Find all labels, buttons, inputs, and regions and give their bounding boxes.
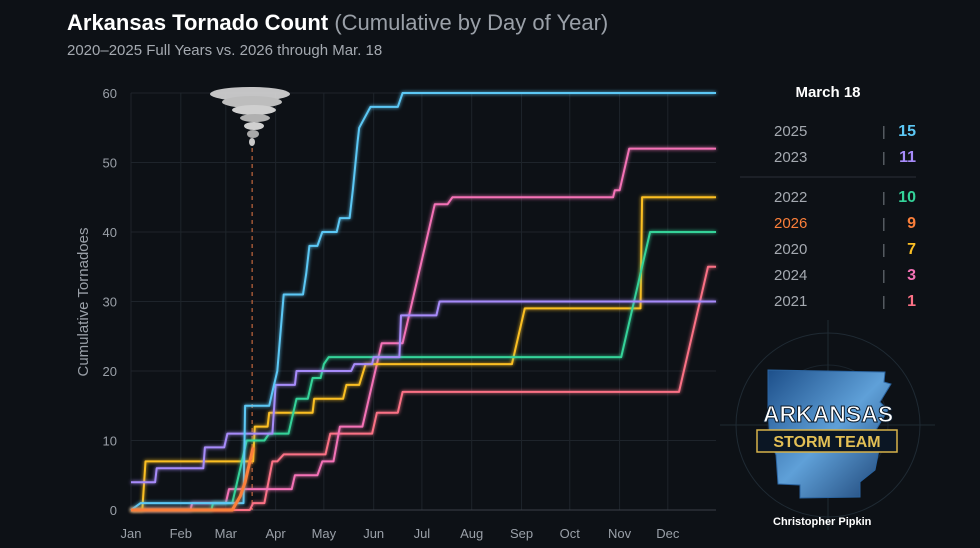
series-line-2023 (131, 300, 716, 484)
legend-separator: | (882, 267, 886, 283)
legend-separator: | (882, 149, 886, 165)
arkansas-storm-team-logo: ARKANSAS STORM TEAM (720, 320, 935, 530)
x-tick-label: Jul (414, 526, 431, 541)
x-tick-label: Aug (460, 526, 483, 541)
legend-value-2023: 11 (899, 149, 916, 166)
title-main: Arkansas Tornado Count (67, 10, 329, 35)
x-tick-label: Oct (560, 526, 581, 541)
legend-label-2025: 2025 (774, 123, 807, 140)
legend-value-2022: 10 (898, 189, 916, 206)
x-tick-label: Jun (363, 526, 384, 541)
y-tick-label: 40 (103, 225, 117, 240)
y-tick-label: 30 (103, 295, 117, 310)
series-line-2025 (130, 92, 716, 511)
logo-text-storm-team: STORM TEAM (773, 434, 880, 451)
tornado-icon (210, 87, 290, 146)
legend-label-2026: 2026 (774, 215, 807, 232)
legend-value-2021: 1 (907, 293, 916, 310)
x-tick-label: May (312, 526, 337, 541)
y-tick-label: 10 (103, 434, 117, 449)
series-line-2020 (131, 196, 716, 511)
legend-label-2023: 2023 (774, 149, 807, 166)
series-line-2021 (131, 265, 716, 511)
series-line-2024 (131, 147, 716, 511)
x-tick-label: Mar (215, 526, 238, 541)
x-tick-label: Dec (656, 526, 680, 541)
title-suffix: (Cumulative by Day of Year) (334, 10, 609, 35)
series-line-2026 (131, 447, 255, 512)
legend-label-2024: 2024 (774, 267, 807, 284)
x-tick-label: Feb (170, 526, 192, 541)
y-tick-label: 50 (103, 156, 117, 171)
axes: 0 10 20 30 40 50 60 Jan Feb Mar Apr May Jun Jul Aug Sep… (75, 86, 716, 541)
y-axis-label: Cumulative Tornadoes (75, 228, 92, 377)
chart-subtitle: 2020–2025 Full Years vs. 2026 through Ma… (67, 42, 383, 59)
legend-separator: | (882, 123, 886, 139)
x-tick-label: Sep (510, 526, 533, 541)
legend: March 18 2025 | 15 2023 | 11 2022 | 10 2026 | 9 2020 |… (740, 84, 916, 310)
series-lines (130, 92, 716, 512)
legend-separator: | (882, 241, 886, 257)
chart-title: Arkansas Tornado Count (Cumulative by Da… (67, 10, 608, 36)
x-tick-label: Jan (121, 526, 142, 541)
legend-separator: | (882, 293, 886, 309)
legend-value-2020: 7 (907, 241, 916, 258)
legend-value-2025: 15 (898, 123, 916, 140)
x-tick-label: Apr (266, 526, 287, 541)
y-tick-label: 0 (110, 503, 117, 518)
legend-label-2020: 2020 (774, 241, 807, 258)
y-tick-label: 20 (103, 364, 117, 379)
legend-label-2022: 2022 (774, 189, 807, 206)
legend-label-2021: 2021 (774, 293, 807, 310)
y-tick-label: 60 (103, 86, 117, 101)
legend-value-2024: 3 (907, 267, 916, 284)
legend-separator: | (882, 215, 886, 231)
legend-title: March 18 (795, 84, 860, 101)
legend-value-2026: 9 (907, 215, 916, 232)
x-tick-label: Nov (608, 526, 632, 541)
logo-text-arkansas: ARKANSAS (763, 401, 893, 427)
credit: Christopher Pipkin (773, 516, 872, 528)
legend-separator: | (882, 189, 886, 205)
